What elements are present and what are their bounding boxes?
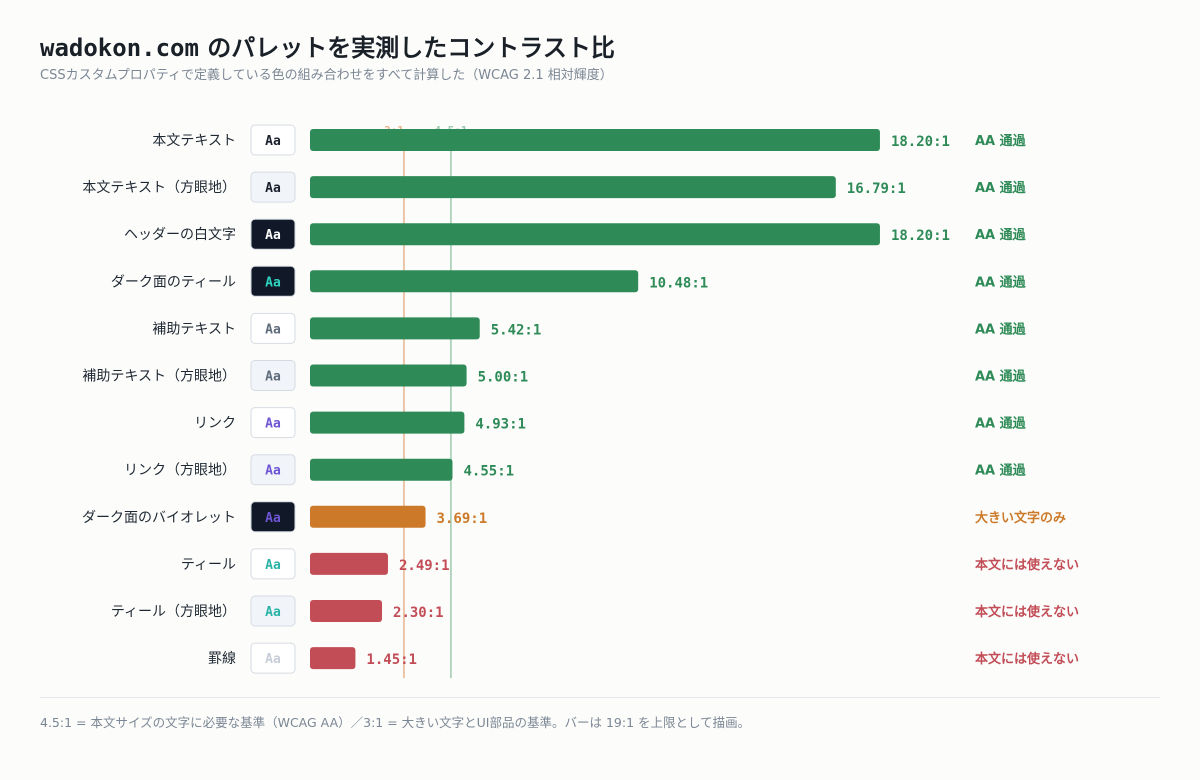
chart-footnote: 4.5:1 = 本文サイズの文字に必要な基準（WCAG AA）／3:1 = 大き… — [40, 715, 751, 730]
color-sample-swatch — [250, 218, 296, 250]
row-label: 罫線 — [208, 651, 236, 667]
value-label: 16.79:1 — [847, 181, 906, 197]
bar-row: ダーク面のティール Aa 10.48:1 AA 通過 — [111, 265, 1027, 297]
color-sample-swatch — [250, 312, 296, 344]
chart-title-domain: wadokon.com — [40, 34, 199, 62]
verdict-label: AA 通過 — [975, 133, 1027, 149]
color-sample-swatch — [250, 548, 296, 580]
value-label: 18.20:1 — [891, 134, 950, 150]
color-sample-swatch — [250, 124, 296, 156]
color-sample-text: Aa — [265, 511, 281, 526]
contrast-bar — [310, 317, 480, 340]
contrast-bar — [310, 129, 880, 151]
bar-row: 本文テキスト Aa 18.20:1 AA 通過 — [152, 124, 1027, 156]
verdict-label: 本文には使えない — [975, 557, 1079, 573]
color-sample-swatch — [250, 171, 296, 203]
contrast-bar — [310, 552, 388, 575]
contrast-bar — [310, 270, 639, 293]
verdict-label: AA 通過 — [975, 180, 1027, 196]
bar-row: リンク（方眼地） Aa 4.55:1 AA 通過 — [124, 454, 1027, 486]
bar-row: ティール（方眼地） Aa 2.30:1 本文には使えない — [111, 595, 1079, 627]
contrast-bar — [310, 600, 383, 622]
value-label: 3.69:1 — [437, 511, 488, 527]
row-label: ダーク面のティール — [111, 274, 236, 290]
color-sample-swatch — [250, 642, 296, 674]
row-label: リンク — [194, 416, 236, 432]
row-label: 補助テキスト — [152, 321, 236, 337]
bar-row: 罫線 Aa 1.45:1 本文には使えない — [208, 642, 1079, 674]
row-label: ダーク面のバイオレット — [82, 510, 236, 526]
bar-row: 補助テキスト Aa 5.42:1 AA 通過 — [152, 312, 1027, 344]
contrast-bar — [310, 223, 880, 246]
row-label: ヘッダーの白文字 — [124, 227, 236, 243]
value-label: 10.48:1 — [649, 275, 708, 291]
verdict-label: 大きい文字のみ — [975, 510, 1066, 526]
value-label: 2.30:1 — [393, 605, 444, 621]
contrast-bar — [310, 505, 426, 528]
color-sample-text: Aa — [265, 275, 281, 290]
chart-title: wadokon.com のパレットを実測したコントラスト比 — [40, 28, 615, 63]
color-sample-swatch — [250, 360, 296, 391]
color-sample-text: Aa — [265, 464, 281, 479]
bar-row: ダーク面のバイオレット Aa 3.69:1 大きい文字のみ — [82, 501, 1066, 533]
color-sample-swatch — [250, 265, 296, 297]
row-label: ティール — [181, 557, 236, 573]
contrast-bar-chart: 3:14.5:1本文テキストAa18.20:1AA 通過本文テキスト（方眼地）A… — [82, 124, 1079, 679]
row-label: 本文テキスト（方眼地） — [82, 180, 236, 196]
value-label: 5.00:1 — [478, 370, 529, 386]
verdict-label: AA 通過 — [975, 274, 1027, 290]
color-sample-text: Aa — [265, 322, 281, 337]
value-label: 5.42:1 — [491, 322, 542, 338]
verdict-label: AA 通過 — [975, 321, 1027, 337]
verdict-label: 本文には使えない — [975, 651, 1079, 667]
bar-row: 補助テキスト（方眼地） Aa 5.00:1 AA 通過 — [82, 360, 1027, 391]
verdict-label: AA 通過 — [975, 227, 1027, 243]
value-label: 4.55:1 — [463, 464, 514, 480]
bar-row: 本文テキスト（方眼地） Aa 16.79:1 AA 通過 — [82, 171, 1027, 203]
value-label: 4.93:1 — [475, 417, 526, 433]
color-sample-text: Aa — [265, 228, 281, 243]
color-sample-text: Aa — [265, 605, 281, 620]
verdict-label: 本文には使えない — [975, 604, 1079, 620]
value-label: 2.49:1 — [399, 558, 450, 574]
bar-row: リンク Aa 4.93:1 AA 通過 — [194, 407, 1027, 439]
color-sample-text: Aa — [265, 558, 281, 573]
bar-row: ティール Aa 2.49:1 本文には使えない — [181, 548, 1079, 580]
row-label: リンク（方眼地） — [124, 463, 236, 479]
contrast-bar — [310, 176, 836, 199]
bar-row: ヘッダーの白文字 Aa 18.20:1 AA 通過 — [124, 218, 1027, 250]
row-label: ティール（方眼地） — [111, 604, 236, 620]
chart-title-text: のパレットを実測したコントラスト比 — [198, 34, 615, 62]
row-label: 補助テキスト（方眼地） — [82, 369, 236, 385]
chart-subtitle: CSSカスタムプロパティで定義している色の組み合わせをすべて計算した（WCAG … — [40, 68, 613, 83]
contrast-bar — [310, 458, 453, 481]
color-sample-text: Aa — [265, 181, 281, 196]
color-sample-swatch — [250, 454, 296, 486]
value-label: 1.45:1 — [366, 652, 417, 668]
color-sample-swatch — [250, 407, 296, 439]
contrast-bar — [310, 647, 356, 670]
contrast-bar — [310, 411, 465, 434]
verdict-label: AA 通過 — [975, 416, 1027, 432]
color-sample-swatch — [250, 501, 296, 533]
footer-divider — [40, 697, 1160, 698]
verdict-label: AA 通過 — [975, 369, 1027, 385]
color-sample-swatch — [250, 595, 296, 627]
color-sample-text: Aa — [265, 134, 281, 149]
row-label: 本文テキスト — [152, 133, 236, 149]
color-sample-text: Aa — [265, 417, 281, 432]
value-label: 18.20:1 — [891, 228, 950, 244]
contrast-bar — [310, 364, 467, 387]
color-sample-text: Aa — [265, 652, 281, 667]
color-sample-text: Aa — [265, 370, 281, 385]
verdict-label: AA 通過 — [975, 463, 1027, 479]
